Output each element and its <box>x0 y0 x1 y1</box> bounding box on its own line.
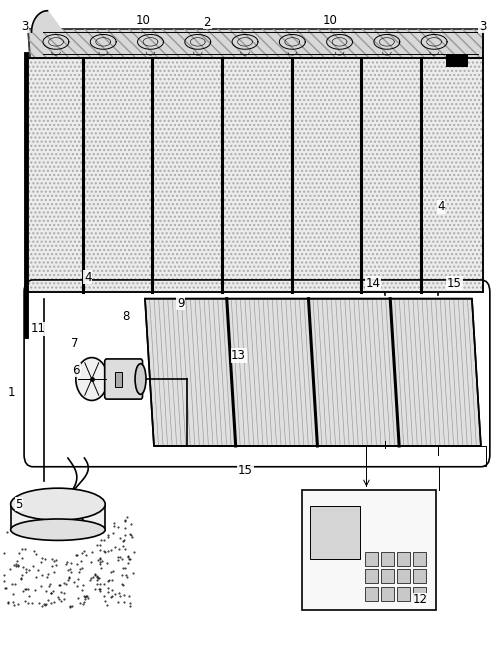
FancyBboxPatch shape <box>105 359 143 399</box>
Bar <box>397 586 410 601</box>
Bar <box>365 552 378 566</box>
Text: 10: 10 <box>323 14 337 28</box>
Bar <box>115 372 122 387</box>
Text: 5: 5 <box>15 498 23 511</box>
Text: 4: 4 <box>437 201 445 213</box>
Ellipse shape <box>10 488 105 520</box>
Polygon shape <box>31 11 63 32</box>
Text: 6: 6 <box>72 364 80 377</box>
Text: 4: 4 <box>84 270 91 284</box>
Bar <box>413 552 426 566</box>
Bar <box>381 552 394 566</box>
Text: 7: 7 <box>70 337 78 350</box>
Polygon shape <box>10 504 105 529</box>
Bar <box>365 586 378 601</box>
Text: 10: 10 <box>136 14 151 28</box>
Text: 14: 14 <box>365 276 380 290</box>
Text: 3: 3 <box>479 19 486 33</box>
Bar <box>381 586 394 601</box>
Text: 9: 9 <box>177 297 185 310</box>
Text: 12: 12 <box>412 593 427 607</box>
Bar <box>397 552 410 566</box>
Bar <box>381 569 394 583</box>
Polygon shape <box>145 299 481 446</box>
Bar <box>446 54 467 66</box>
Text: 3: 3 <box>21 19 28 33</box>
Bar <box>413 569 426 583</box>
Polygon shape <box>28 29 484 58</box>
Text: 13: 13 <box>231 349 246 362</box>
Ellipse shape <box>10 519 105 540</box>
Ellipse shape <box>135 364 146 395</box>
Circle shape <box>76 358 108 401</box>
Text: 15: 15 <box>238 464 253 477</box>
Text: 11: 11 <box>30 322 45 336</box>
Bar <box>302 490 436 610</box>
Text: 1: 1 <box>8 386 15 399</box>
Bar <box>365 569 378 583</box>
Text: 8: 8 <box>122 310 130 323</box>
Text: 15: 15 <box>447 276 462 290</box>
Polygon shape <box>25 58 484 292</box>
Bar <box>310 507 360 560</box>
Bar <box>413 586 426 601</box>
Bar <box>397 569 410 583</box>
Text: 2: 2 <box>204 15 211 29</box>
